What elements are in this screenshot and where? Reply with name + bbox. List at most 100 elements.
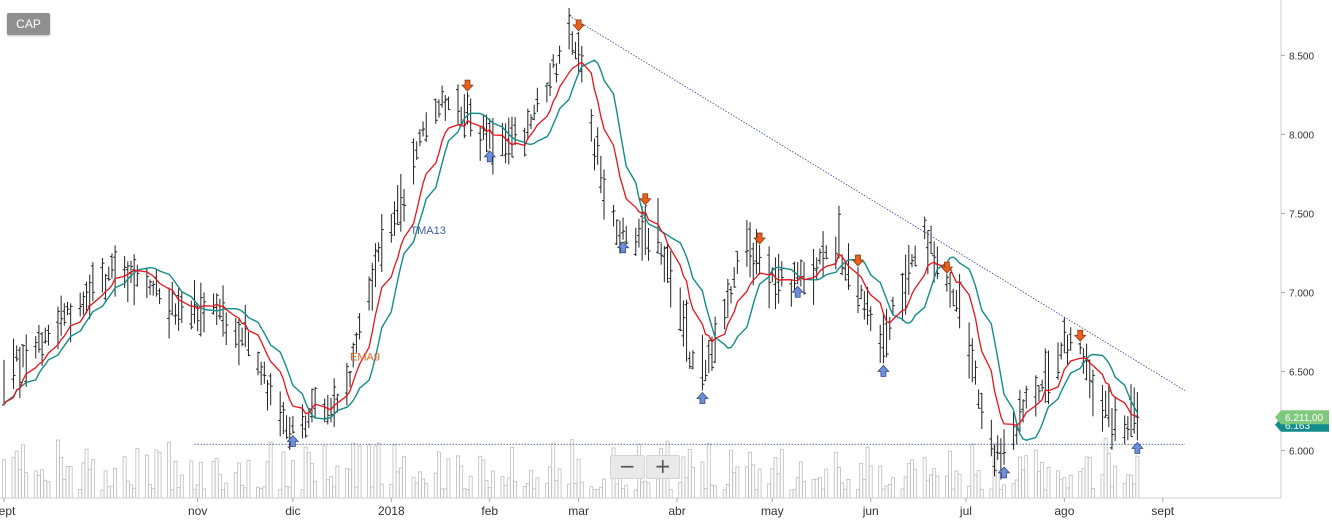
volume-bar <box>792 489 797 499</box>
volume-bar <box>262 486 267 499</box>
series-label: TMA13 <box>410 225 445 237</box>
volume-bar <box>1068 474 1073 499</box>
volume-bar <box>395 471 400 499</box>
volume-bar <box>224 482 229 499</box>
volume-bar <box>370 486 375 499</box>
volume-bar <box>557 468 562 499</box>
volume-bar <box>46 481 51 499</box>
volume-bar <box>891 477 895 499</box>
volume-bar <box>17 468 22 499</box>
volume-bar <box>332 486 337 499</box>
volume-bar <box>443 488 448 499</box>
volume-bar <box>789 489 794 499</box>
zoom-in-button[interactable]: + <box>645 454 680 479</box>
volume-bar <box>548 466 552 499</box>
volume-bar <box>110 485 114 499</box>
volume-bar <box>824 468 829 499</box>
volume-bar <box>278 489 283 499</box>
volume-bar <box>357 445 362 499</box>
volume-bar <box>979 488 984 499</box>
volume-bar <box>1021 469 1025 499</box>
volume-bar <box>776 473 781 499</box>
volume-bar <box>478 455 483 499</box>
volume-bar <box>503 484 508 499</box>
volume-bar <box>751 464 756 499</box>
volume-bar <box>43 479 48 499</box>
volume-bar <box>865 446 870 499</box>
ema9-line <box>3 61 1138 427</box>
volume-bar <box>935 475 940 499</box>
x-tick-label: may <box>761 504 784 518</box>
volume-bar <box>887 484 892 499</box>
volume-bar <box>633 489 638 499</box>
volume-bar <box>544 482 549 499</box>
volume-bar <box>268 441 273 499</box>
indicator-lines: EMA9 TMA13 <box>3 15 1186 445</box>
volume-bar <box>818 476 822 499</box>
volume-bar <box>767 483 772 499</box>
buy-signal-arrow <box>1131 441 1144 454</box>
ticker-label: CAP <box>16 17 41 31</box>
volume-bar <box>554 480 559 499</box>
volume-bar <box>589 486 594 499</box>
volume-bar <box>640 481 645 499</box>
volume-bar <box>710 484 714 499</box>
volume-bar <box>1062 477 1067 499</box>
volume-bar <box>37 474 41 499</box>
volume-bar <box>154 449 159 499</box>
volume-bars <box>2 437 1140 499</box>
volume-bar <box>306 452 311 499</box>
volume-bar <box>284 485 289 499</box>
volume-bar <box>691 467 695 499</box>
volume-bar <box>1046 467 1051 499</box>
volume-bar <box>884 485 889 499</box>
volume-bar <box>24 471 29 499</box>
volume-bar <box>113 467 118 499</box>
volume-bar <box>703 488 708 499</box>
volume-bar <box>598 486 603 499</box>
volume-bar <box>144 454 149 499</box>
volume-bar <box>922 457 927 499</box>
volume-bar <box>1125 474 1130 499</box>
volume-bar <box>1135 455 1140 499</box>
x-tick-label: abr <box>668 504 685 518</box>
buy-signal-arrow <box>696 391 709 404</box>
plus-icon: + <box>654 454 672 478</box>
volume-bar <box>300 489 305 499</box>
volume-bar <box>21 444 25 499</box>
volume-bar <box>929 474 933 499</box>
y-tick-label: 6.000 <box>1289 447 1314 458</box>
volume-bar <box>957 473 962 499</box>
volume-bar <box>681 456 686 499</box>
volume-bar <box>722 489 727 499</box>
volume-bar <box>462 488 467 499</box>
volume-bar <box>614 483 619 499</box>
volume-bar <box>881 488 886 499</box>
volume-bar <box>646 482 651 499</box>
volume-bar <box>529 470 533 499</box>
volume-bar <box>125 480 130 499</box>
volume-bar <box>735 466 740 499</box>
sell-signal-arrow <box>753 232 766 245</box>
volume-bar <box>233 472 238 499</box>
volume-bar <box>1043 489 1048 499</box>
volume-bar <box>465 489 470 499</box>
volume-bar <box>602 478 606 499</box>
volume-bar <box>198 461 203 499</box>
signal-arrows <box>286 19 1144 479</box>
volume-bar <box>417 471 422 499</box>
zoom-out-button[interactable]: − <box>610 455 645 479</box>
ohlc-bars <box>2 8 1140 480</box>
sell-signal-arrow <box>461 79 474 92</box>
volume-bar <box>802 480 806 499</box>
volume-bar <box>148 484 152 499</box>
volume-bar <box>446 458 451 499</box>
sell-signal-arrow <box>639 193 652 206</box>
volume-bar <box>335 465 340 499</box>
volume-bar <box>411 477 416 499</box>
volume-bar <box>744 466 749 499</box>
volume-bar <box>237 462 241 499</box>
zoom-controls: − + <box>610 455 680 479</box>
volume-bar <box>1040 461 1045 499</box>
